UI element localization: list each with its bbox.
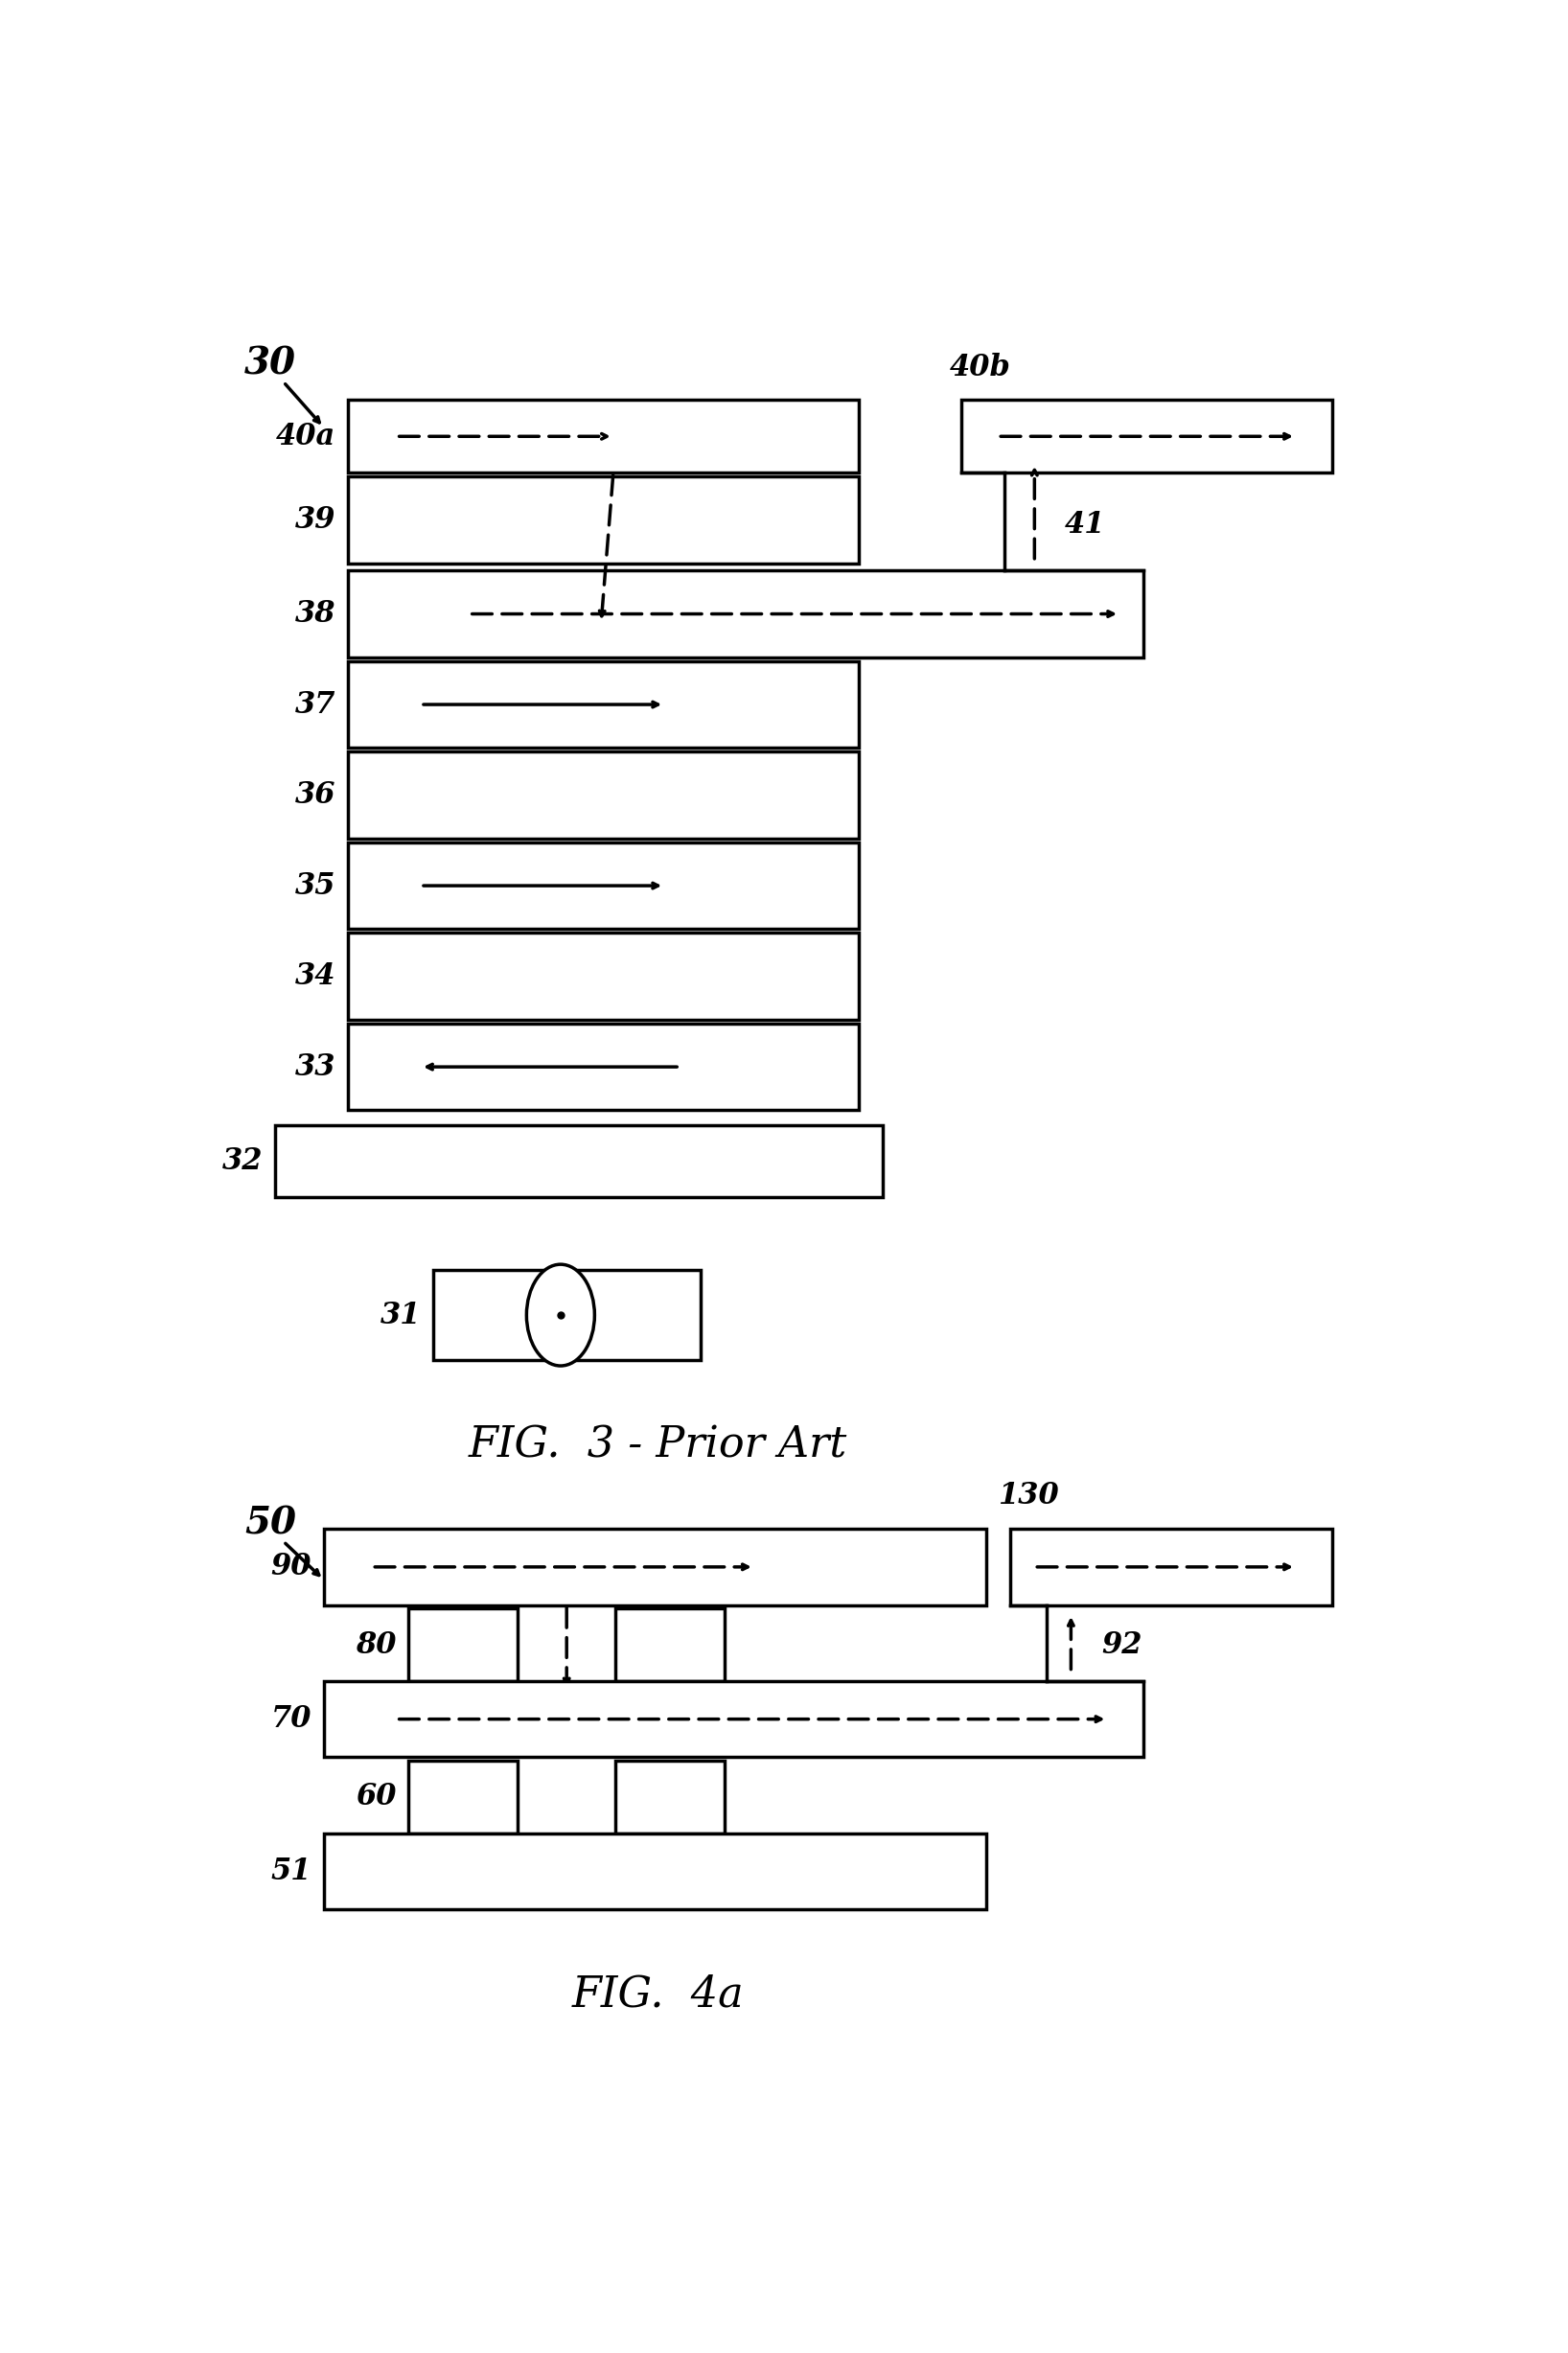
Text: 33: 33 — [295, 1052, 336, 1082]
Text: 35: 35 — [295, 871, 336, 901]
Bar — [323, 1680, 1145, 1758]
Text: 80: 80 — [356, 1631, 397, 1659]
Text: 32: 32 — [223, 1146, 263, 1176]
Text: FIG.  3 - Prior Art: FIG. 3 - Prior Art — [469, 1426, 847, 1466]
Bar — [348, 661, 858, 748]
Bar — [615, 1609, 724, 1680]
Text: 40b: 40b — [950, 353, 1011, 381]
Bar — [615, 1760, 724, 1833]
Bar — [323, 1833, 986, 1908]
Text: 70: 70 — [271, 1704, 312, 1734]
Text: 38: 38 — [295, 600, 336, 628]
Bar — [409, 1760, 517, 1833]
Text: 36: 36 — [295, 781, 336, 809]
Text: 37: 37 — [295, 689, 336, 720]
Text: 50: 50 — [245, 1506, 296, 1541]
Bar — [348, 842, 858, 929]
Text: 31: 31 — [379, 1301, 420, 1329]
Text: 130: 130 — [999, 1480, 1058, 1511]
Text: 39: 39 — [295, 506, 336, 534]
Bar — [409, 1609, 517, 1680]
Text: 34: 34 — [295, 962, 336, 991]
Bar — [433, 1271, 701, 1360]
Bar — [274, 1125, 883, 1198]
Bar — [348, 475, 858, 562]
Bar — [348, 1024, 858, 1111]
Circle shape — [527, 1264, 594, 1365]
Text: 41: 41 — [1065, 511, 1105, 539]
Text: 92: 92 — [1101, 1631, 1142, 1659]
Text: FIG.  4a: FIG. 4a — [572, 1974, 743, 2014]
Bar — [348, 751, 858, 838]
Bar — [1010, 1529, 1333, 1605]
Bar — [348, 932, 858, 1019]
Text: 30: 30 — [245, 346, 296, 381]
Text: 90: 90 — [271, 1553, 312, 1581]
Bar — [348, 569, 1145, 656]
Text: 51: 51 — [271, 1857, 312, 1887]
Bar — [323, 1529, 986, 1605]
Text: 40a: 40a — [276, 421, 336, 452]
Text: 60: 60 — [356, 1781, 397, 1812]
Bar — [961, 400, 1333, 473]
Bar — [348, 400, 858, 473]
